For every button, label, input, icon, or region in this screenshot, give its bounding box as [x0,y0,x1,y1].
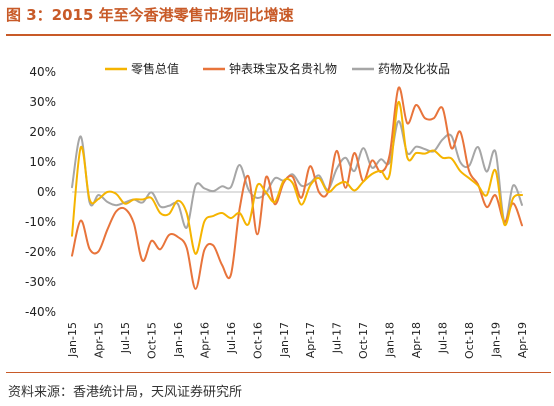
legend-label: 零售总值 [131,61,179,76]
y-tick-label: -40% [25,305,56,319]
x-tick-label: Apr-17 [304,322,317,358]
legend-label: 钟表珠宝及名贵礼物 [229,61,337,76]
title-rule [6,34,551,36]
x-tick-label: Apr-18 [410,322,423,358]
y-tick-label: 20% [29,125,56,139]
x-tick-label: Jan-18 [384,322,397,358]
x-tick-label: Jan-16 [172,322,185,358]
y-tick-label: 30% [29,95,56,109]
x-tick-label: Apr-16 [198,322,211,358]
x-tick-label: Oct-16 [251,322,264,359]
x-tick-label: Jan-15 [66,322,79,358]
x-tick-label: Oct-17 [357,322,370,359]
series-lines [71,86,523,290]
figure-title: 图 3：2015 年至今香港零售市场同比增速 [6,6,294,24]
y-tick-label: 40% [29,65,56,79]
y-tick-label: -30% [25,275,56,289]
series-line-2 [71,120,523,229]
legend: 零售总值 钟表珠宝及名贵礼物 药物及化妆品 [105,61,450,76]
y-tick-label: -20% [25,245,56,259]
x-tick-label: Jul-15 [119,322,132,354]
x-tick-label: Oct-18 [463,322,476,359]
y-axis: -40% -30% -20% -10% 0% 10% 20% 30% 40% [25,65,56,319]
source-rule [6,372,551,373]
x-tick-label: Apr-15 [92,322,105,358]
x-tick-label: Oct-15 [145,322,158,359]
source-note: 资料来源：香港统计局，天风证券研究所 [8,385,243,400]
x-axis: Jan-15 Apr-15 Jul-15 Oct-15 Jan-16 Apr-16 Jul-… [66,191,529,359]
y-tick-label: 10% [29,155,56,169]
x-tick-label: Jul-17 [331,322,344,354]
y-tick-label: 0% [37,185,56,199]
x-tick-label: Jul-18 [437,322,450,354]
x-tick-label: Apr-19 [516,322,529,358]
x-tick-label: Jul-16 [225,322,238,354]
x-tick-label: Jan-19 [490,322,503,358]
legend-label: 药物及化妆品 [378,62,450,76]
y-tick-label: -10% [25,215,56,229]
x-tick-label: Jan-17 [278,322,291,358]
series-line-0 [71,100,523,255]
series-line-1 [71,86,523,290]
